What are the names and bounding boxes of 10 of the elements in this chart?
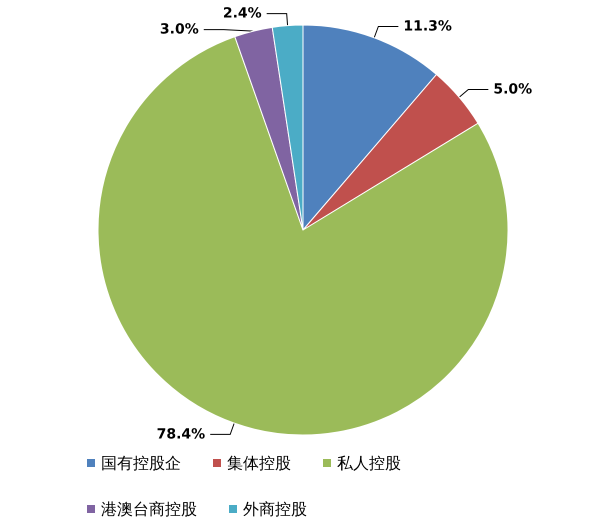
- legend-label: 国有控股企: [101, 454, 181, 472]
- legend-label: 集体控股: [227, 454, 291, 472]
- data-label: 5.0%: [493, 81, 532, 98]
- legend-label: 私人控股: [337, 454, 401, 472]
- data-label: 2.4%: [222, 6, 262, 22]
- legend-label: 外商控股: [243, 500, 307, 518]
- legend-label: 港澳台商控股: [101, 500, 197, 518]
- data-label: 3.0%: [160, 22, 199, 38]
- data-label: 78.4%: [156, 426, 206, 442]
- data-label: 11.3%: [403, 18, 452, 35]
